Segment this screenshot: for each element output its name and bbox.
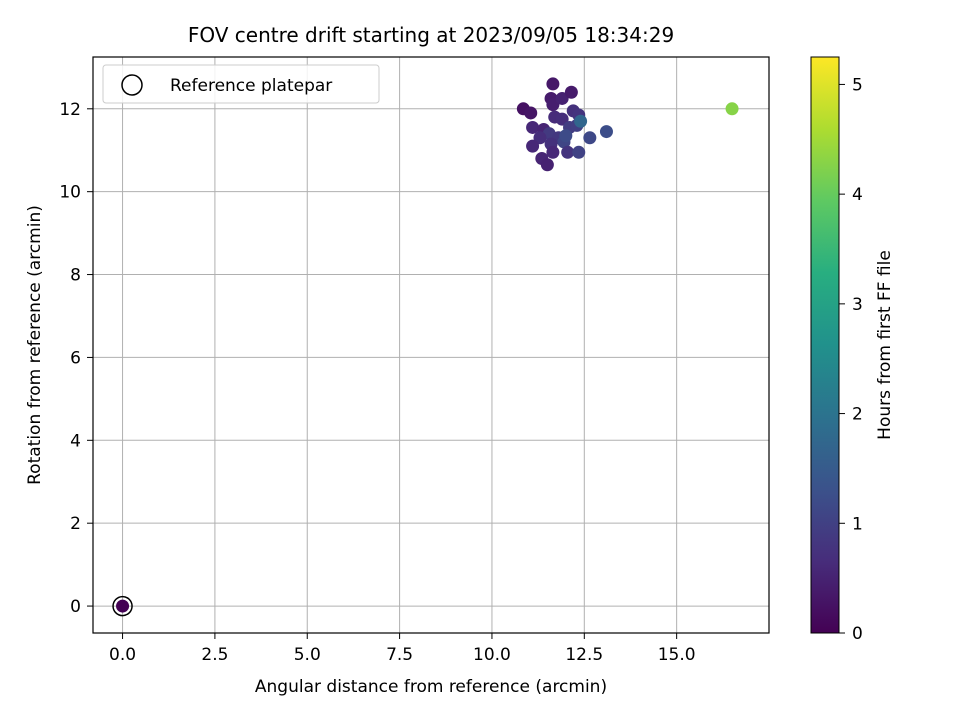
y-axis-ticks: 0 2 4 6 8 10 12 (59, 100, 93, 617)
colorbar-tick-label: 1 (852, 514, 863, 534)
data-point (526, 139, 540, 153)
x-axis-label: Angular distance from reference (arcmin) (255, 677, 607, 697)
x-tick-label: 0.0 (109, 645, 136, 665)
data-point (540, 158, 554, 172)
x-tick-label: 15.0 (658, 645, 696, 665)
x-tick-label: 12.5 (565, 645, 603, 665)
data-point (533, 131, 547, 145)
data-point (725, 102, 739, 116)
y-tick-label: 10 (59, 183, 81, 203)
data-point (555, 112, 569, 126)
data-point (583, 131, 597, 145)
colorbar-tick-label: 3 (852, 295, 863, 315)
data-point (546, 77, 560, 91)
data-point (555, 91, 569, 105)
reference-platepar-marker (112, 595, 133, 617)
data-points (112, 77, 739, 617)
grid-lines (93, 57, 769, 633)
plot-frame (92, 56, 770, 634)
y-tick-label: 8 (70, 266, 81, 286)
y-tick-label: 2 (70, 514, 81, 534)
y-tick-label: 12 (59, 100, 81, 120)
legend-label: Reference platepar (170, 76, 332, 96)
data-point (574, 114, 588, 128)
y-tick-label: 4 (70, 431, 81, 451)
colorbar-gradient (810, 56, 840, 634)
colorbar-ticks: 0 1 2 3 4 5 (839, 75, 863, 644)
colorbar-tick-label: 2 (852, 405, 863, 425)
data-point (546, 145, 560, 159)
x-tick-label: 10.0 (473, 645, 511, 665)
data-point (524, 106, 538, 120)
y-tick-label: 6 (70, 348, 81, 368)
legend: Reference platepar (102, 64, 380, 104)
data-point (572, 145, 586, 159)
colorbar-label: Hours from first FF file (875, 250, 895, 440)
data-point (546, 98, 560, 112)
data-point (599, 125, 613, 139)
data-point (526, 120, 540, 134)
y-axis-label: Rotation from reference (arcmin) (25, 205, 45, 485)
colorbar: 0 1 2 3 4 5 Hours from first FF file (810, 56, 895, 644)
colorbar-tick-label: 0 (852, 624, 863, 644)
data-point (564, 85, 578, 99)
legend-marker-icon (121, 74, 143, 96)
x-tick-label: 2.5 (201, 645, 228, 665)
data-point (561, 145, 575, 159)
x-tick-label: 7.5 (386, 645, 413, 665)
colorbar-tick-label: 5 (852, 75, 863, 95)
y-tick-label: 0 (70, 597, 81, 617)
data-point (116, 599, 130, 613)
x-tick-label: 5.0 (294, 645, 321, 665)
colorbar-tick-label: 4 (852, 185, 863, 205)
legend-box (102, 64, 380, 104)
data-point (559, 129, 573, 143)
chart-title: FOV centre drift starting at 2023/09/05 … (188, 23, 674, 47)
x-axis-ticks: 0.0 2.5 5.0 7.5 10.0 12.5 15.0 (109, 633, 696, 665)
